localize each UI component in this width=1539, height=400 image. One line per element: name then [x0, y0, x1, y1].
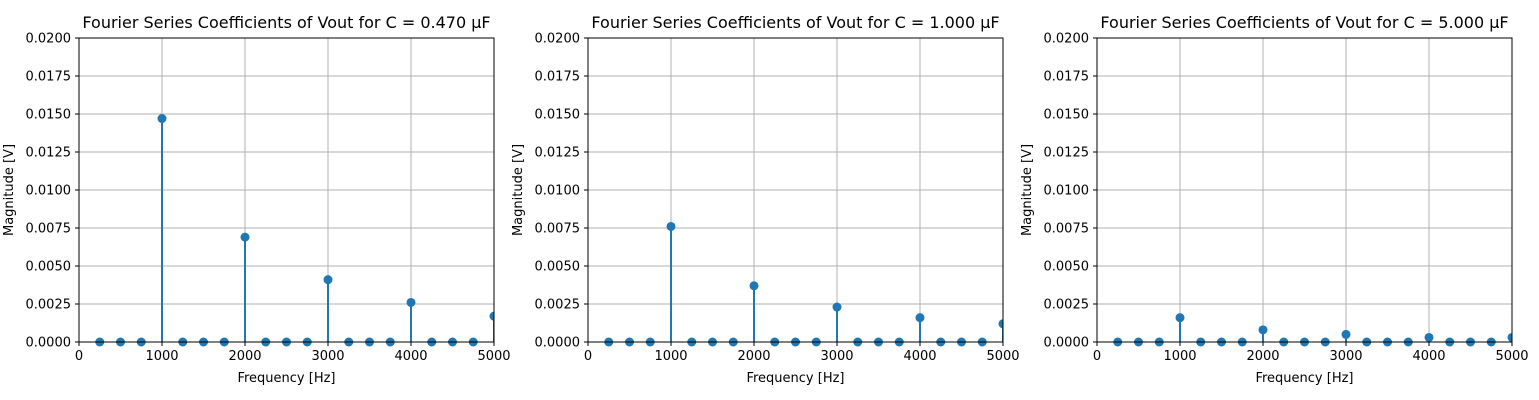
x-axis-label: Frequency [Hz] — [237, 371, 335, 386]
stem-marker — [240, 232, 250, 242]
stem-marker — [666, 221, 676, 231]
y-axis-label: Magnitude [V] — [1020, 144, 1035, 236]
y-tick-label: 0.0100 — [1044, 184, 1090, 199]
y-tick-label: 0.0200 — [1044, 32, 1090, 47]
stem-marker — [832, 302, 842, 312]
stem-marker — [1341, 329, 1351, 339]
y-tick-label: 0.0025 — [26, 298, 72, 313]
y-tick-label: 0.0175 — [535, 70, 581, 85]
y-tick-label: 0.0000 — [1044, 336, 1090, 351]
stem-marker — [1507, 332, 1512, 342]
y-tick-label: 0.0150 — [535, 108, 581, 123]
x-tick-label: 5000 — [1495, 349, 1528, 364]
stem-series — [95, 114, 494, 347]
stem-marker — [157, 114, 167, 124]
stem-marker — [1258, 325, 1268, 335]
y-tick-label: 0.0175 — [26, 70, 72, 85]
x-tick-label: 3000 — [820, 349, 853, 364]
y-tick-label: 0.0075 — [26, 222, 72, 237]
x-tick-label: 0 — [584, 349, 592, 364]
x-tick-label: 0 — [75, 349, 83, 364]
y-tick-label: 0.0150 — [1044, 108, 1090, 123]
x-tick-label: 1000 — [654, 349, 687, 364]
x-tick-label: 1000 — [145, 349, 178, 364]
y-tick-label: 0.0175 — [1044, 70, 1090, 85]
chart-title: Fourier Series Coefficients of Vout for … — [1100, 13, 1508, 32]
y-tick-label: 0.0125 — [26, 146, 72, 161]
x-tick-label: 4000 — [394, 349, 427, 364]
chart-panel: 0 1000 2000 3000 4000 5000 0.0000 0.0025 0.0050 0… — [511, 13, 1020, 386]
x-tick-label: 3000 — [1329, 349, 1362, 364]
chart-panel: 0 1000 2000 3000 4000 5000 0.0000 0.0025 0.0050 0… — [1020, 13, 1529, 386]
stem-marker — [489, 311, 494, 321]
y-tick-label: 0.0075 — [1044, 222, 1090, 237]
chart-title: Fourier Series Coefficients of Vout for … — [591, 13, 999, 32]
y-axis-label: Magnitude [V] — [511, 144, 526, 236]
x-tick-label: 5000 — [477, 349, 510, 364]
y-tick-label: 0.0125 — [535, 146, 581, 161]
x-axis-label: Frequency [Hz] — [746, 371, 844, 386]
x-tick-label: 2000 — [1246, 349, 1279, 364]
y-tick-label: 0.0050 — [535, 260, 581, 275]
x-tick-label: 3000 — [311, 349, 344, 364]
y-tick-label: 0.0100 — [26, 184, 72, 199]
x-tick-label: 1000 — [1163, 349, 1196, 364]
stem-marker — [323, 275, 333, 285]
y-tick-label: 0.0000 — [26, 336, 72, 351]
y-tick-label: 0.0050 — [26, 260, 72, 275]
stem-marker — [1424, 332, 1434, 342]
y-axis-label: Magnitude [V] — [2, 144, 17, 236]
y-tick-label: 0.0075 — [535, 222, 581, 237]
stem-marker — [1175, 313, 1185, 323]
y-tick-label: 0.0025 — [535, 298, 581, 313]
y-tick-label: 0.0200 — [26, 32, 72, 47]
chart-title: Fourier Series Coefficients of Vout for … — [82, 13, 490, 32]
y-tick-label: 0.0200 — [535, 32, 581, 47]
x-tick-label: 0 — [1093, 349, 1101, 364]
y-tick-label: 0.0150 — [26, 108, 72, 123]
x-tick-label: 4000 — [903, 349, 936, 364]
stem-series — [604, 221, 1003, 347]
y-tick-label: 0.0025 — [1044, 298, 1090, 313]
y-tick-label: 0.0125 — [1044, 146, 1090, 161]
stem-marker — [998, 319, 1003, 329]
stem-marker — [406, 297, 416, 307]
x-tick-label: 5000 — [986, 349, 1019, 364]
stem-marker — [749, 281, 759, 291]
y-tick-label: 0.0000 — [535, 336, 581, 351]
x-tick-label: 2000 — [228, 349, 261, 364]
y-tick-label: 0.0050 — [1044, 260, 1090, 275]
chart-panel: 0 1000 2000 3000 4000 5000 0.0000 0.0025 0.0050 0… — [2, 13, 511, 386]
x-tick-label: 2000 — [737, 349, 770, 364]
x-axis-label: Frequency [Hz] — [1255, 371, 1353, 386]
y-tick-label: 0.0100 — [535, 184, 581, 199]
x-tick-label: 4000 — [1412, 349, 1445, 364]
stem-marker — [915, 313, 925, 323]
